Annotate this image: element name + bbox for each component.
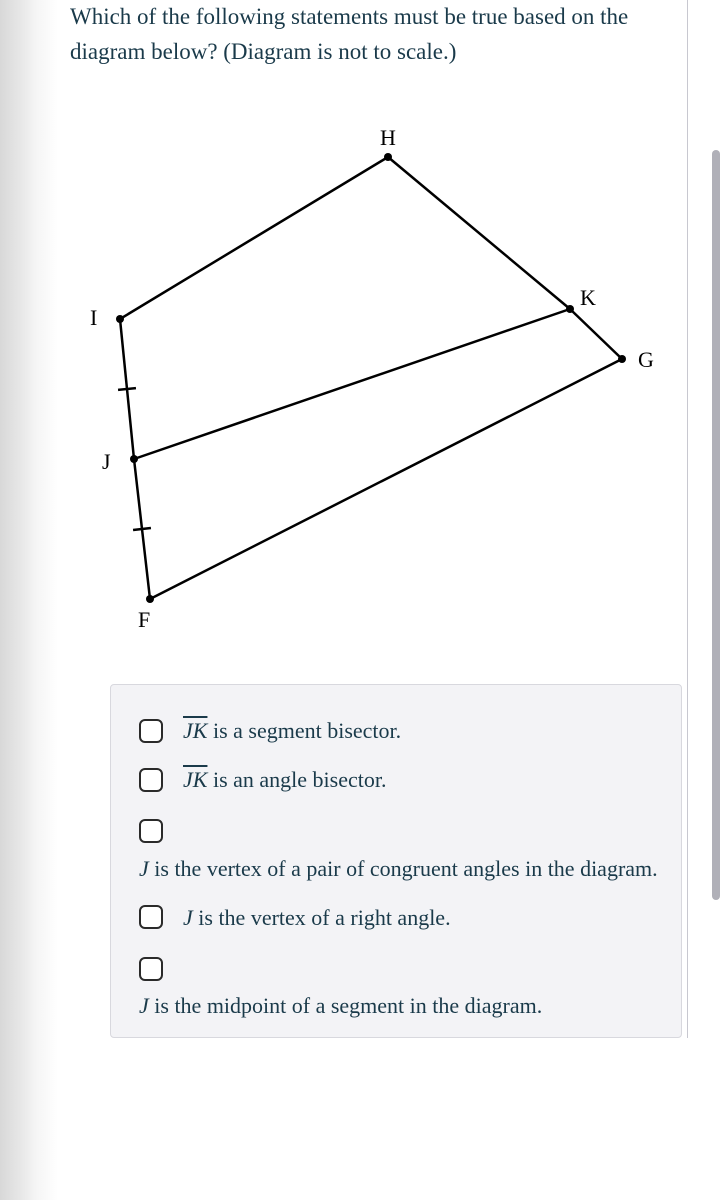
answer-option-1: JK is an angle bisector. [139, 762, 661, 797]
question-text: Which of the following statements must b… [60, 0, 687, 69]
svg-text:K: K [580, 285, 596, 310]
svg-text:H: H [380, 125, 396, 150]
geometry-diagram: H I K G J F [60, 109, 660, 629]
svg-text:F: F [138, 607, 150, 629]
scrollbar[interactable] [712, 0, 720, 1200]
svg-text:G: G [638, 347, 654, 372]
answer-option-4: J is the midpoint of a segment in the di… [139, 949, 661, 1023]
checkbox[interactable] [139, 905, 163, 929]
diagram-container: H I K G J F [60, 109, 687, 634]
answer-text: J is the vertex of a pair of congruent a… [139, 856, 658, 881]
scrollbar-thumb[interactable] [712, 150, 720, 900]
answer-options: JK is a segment bisector. JK is an angle … [110, 684, 682, 1038]
page: Which of the following statements must b… [60, 0, 688, 1038]
answer-text: J is the vertex of a right angle. [183, 900, 451, 935]
checkbox[interactable] [139, 957, 163, 981]
svg-text:I: I [90, 305, 97, 330]
checkbox[interactable] [139, 719, 163, 743]
answer-text: JK is an angle bisector. [183, 762, 386, 797]
checkbox[interactable] [139, 819, 163, 843]
answer-option-2: J is the vertex of a pair of congruent a… [139, 811, 661, 885]
checkbox[interactable] [139, 768, 163, 792]
answer-text: J is the midpoint of a segment in the di… [139, 993, 542, 1018]
answer-option-3: J is the vertex of a right angle. [139, 900, 661, 935]
answer-option-0: JK is a segment bisector. [139, 713, 661, 748]
answer-text: JK is a segment bisector. [183, 713, 401, 748]
svg-text:J: J [102, 449, 111, 474]
